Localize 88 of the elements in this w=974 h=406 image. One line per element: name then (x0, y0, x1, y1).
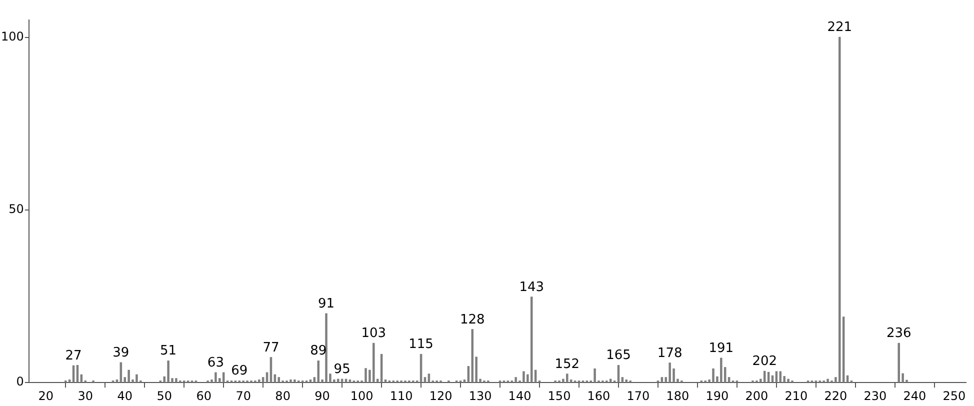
x-tick-label: 180 (666, 388, 690, 403)
annotation: 63 (207, 355, 224, 370)
x-tick-label: 250 (942, 388, 966, 403)
bar (779, 371, 782, 382)
y-tick-label: 50 (8, 202, 24, 216)
bar (463, 380, 466, 382)
x-tick-label: 120 (429, 388, 452, 403)
bar (424, 377, 426, 382)
x-tick-label: 230 (864, 388, 887, 403)
bar (325, 313, 328, 382)
annotation: 27 (65, 348, 82, 364)
bar (826, 378, 829, 382)
bar (214, 372, 217, 382)
x-tick-label: 90 (314, 388, 330, 403)
bar (136, 374, 138, 382)
annotation: 128 (460, 312, 485, 328)
x-tick-label: 170 (626, 388, 650, 403)
bar (120, 362, 122, 382)
bar (167, 360, 170, 382)
x-tick-label: 240 (903, 388, 926, 403)
bar (290, 380, 292, 382)
x-tick-label: 110 (390, 388, 413, 403)
x-tick-label: 30 (78, 388, 94, 403)
bar (384, 380, 387, 382)
bar (317, 360, 320, 382)
bar (258, 380, 260, 382)
bar (775, 371, 778, 382)
bar (128, 370, 130, 382)
annotation: 221 (827, 20, 852, 36)
x-tick-label: 160 (587, 388, 610, 403)
x-tick-label: 200 (745, 388, 768, 403)
x-tick-label: 70 (236, 388, 251, 403)
bar (594, 368, 596, 382)
bar (471, 329, 474, 382)
annotation: 69 (231, 364, 248, 379)
bar (522, 371, 525, 382)
bar (278, 377, 280, 382)
annotation: 143 (519, 280, 544, 295)
bar (68, 380, 71, 382)
x-tick-label: 140 (508, 388, 532, 403)
bar (372, 342, 375, 382)
x-tick-label: 130 (468, 388, 492, 403)
bar (712, 368, 714, 382)
x-tick-label: 150 (548, 388, 571, 403)
annotation: 77 (262, 340, 280, 356)
bar (428, 374, 430, 382)
x-tick-label: 100 (350, 388, 374, 403)
x-tick-label: 210 (784, 388, 808, 403)
x-tick-label: 60 (196, 388, 212, 403)
x-tick-label: 20 (38, 388, 54, 403)
x-tick-label: 80 (275, 388, 290, 403)
annotation: 103 (361, 326, 386, 342)
bar (898, 342, 900, 382)
bar (566, 374, 568, 382)
bar (625, 380, 628, 382)
bar (621, 377, 624, 382)
bar (309, 380, 312, 382)
bar (294, 380, 296, 382)
x-tick-label: 40 (117, 388, 133, 403)
x-tick-label: 190 (706, 388, 729, 403)
bar (175, 378, 178, 382)
annotation: 191 (708, 340, 734, 356)
bar (720, 358, 722, 382)
annotation: 202 (752, 354, 778, 370)
annotation: 95 (334, 362, 350, 378)
annotation: 39 (112, 345, 130, 360)
annotation: 51 (160, 344, 177, 359)
annotation: 89 (310, 344, 327, 359)
annotation: 178 (657, 346, 682, 361)
bar (660, 377, 664, 382)
bar (728, 377, 730, 382)
y-tick-label: 100 (1, 29, 24, 44)
x-tick-label: 50 (156, 388, 172, 403)
annotation: 165 (606, 348, 631, 364)
y-tick-label: 0 (16, 374, 24, 389)
bar (364, 368, 367, 382)
bar (262, 377, 264, 382)
annotation: 236 (886, 326, 912, 342)
annotation: 91 (318, 296, 335, 312)
bar (787, 378, 790, 382)
bar (514, 377, 517, 382)
bar (838, 36, 841, 382)
bar (348, 380, 352, 382)
annotation: 152 (554, 356, 580, 372)
x-tick-label: 220 (824, 388, 848, 403)
bar (116, 380, 118, 382)
bar (668, 362, 671, 382)
annotation: 115 (408, 337, 434, 352)
